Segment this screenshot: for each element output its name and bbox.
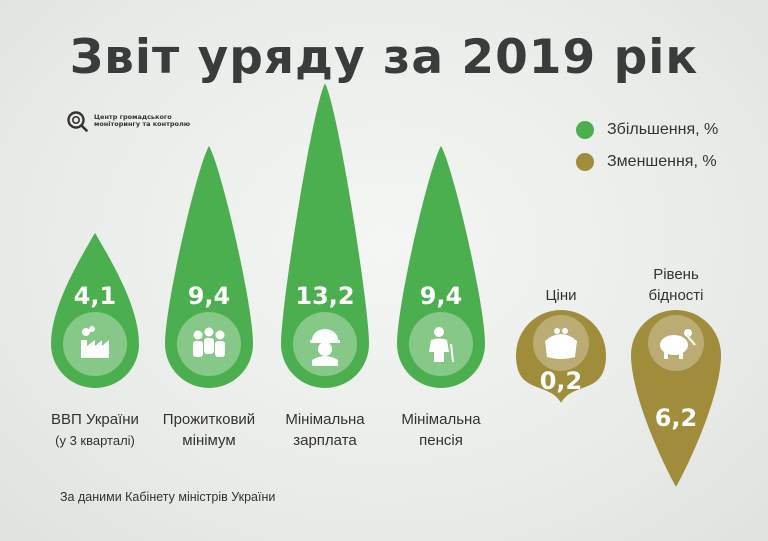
source-note: За даними Кабінету міністрів України — [60, 490, 276, 504]
magnifier-icon — [67, 111, 88, 132]
factory-icon — [81, 326, 109, 358]
worker-icon — [310, 329, 340, 366]
category-label: Мінімальна — [401, 411, 481, 428]
bar-decrease: 0,2 Ціни — [516, 287, 606, 403]
data-label: 4,1 — [74, 282, 117, 310]
bar-shape — [631, 310, 721, 487]
wallet-icon — [545, 328, 577, 359]
data-label: 0,2 — [540, 367, 583, 395]
data-label: 9,4 — [188, 282, 231, 310]
legend-label-increase: Збільшення, % — [607, 121, 719, 138]
bar-shape — [165, 145, 253, 388]
category-label: мінімум — [182, 432, 235, 449]
page-title: Звіт уряду за 2019 рік — [69, 30, 699, 85]
category-label: Рівень — [653, 266, 699, 283]
legend-swatch-increase — [576, 121, 594, 139]
category-label: Мінімальна — [285, 411, 365, 428]
people-icon — [193, 327, 225, 357]
legend-item-increase: Збільшення, % — [576, 119, 718, 141]
category-label: ВВП України — [51, 411, 139, 428]
legend-swatch-decrease — [576, 153, 594, 171]
bar-decrease: 6,2 Рівень бідності — [631, 266, 721, 487]
bar-increase: 13,2 Мінімальна зарплата — [281, 83, 369, 449]
bar-shape — [51, 232, 139, 388]
bar-shape — [397, 145, 485, 388]
logo: Центр громадського моніторингу та контро… — [66, 110, 194, 132]
category-label: (у 3 кварталі) — [55, 433, 135, 448]
category-label: Ціни — [545, 287, 576, 304]
category-label: Прожитковий — [163, 411, 255, 428]
legend-item-decrease: Зменшення, % — [576, 151, 718, 173]
bar-increase: 4,1 ВВП України (у 3 кварталі) — [51, 232, 139, 448]
bar-increase: 9,4 Мінімальна пенсія — [397, 145, 485, 449]
bar-shape — [281, 83, 369, 389]
pensioner-icon — [429, 327, 454, 363]
legend-label-decrease: Зменшення, % — [607, 153, 717, 170]
piggy-bank-icon — [660, 329, 696, 359]
bar-increase: 9,4 Прожитковий мінімум — [163, 145, 255, 449]
logo-text: Центр громадського моніторингу та контро… — [94, 112, 191, 128]
data-label: 13,2 — [295, 282, 354, 310]
category-label: зарплата — [293, 432, 357, 449]
data-label: 6,2 — [655, 404, 698, 432]
category-label: пенсія — [419, 432, 463, 449]
data-label: 9,4 — [420, 282, 463, 310]
category-label: бідності — [648, 287, 703, 304]
chart-legend: Збільшення, % Зменшення, % — [576, 119, 718, 183]
